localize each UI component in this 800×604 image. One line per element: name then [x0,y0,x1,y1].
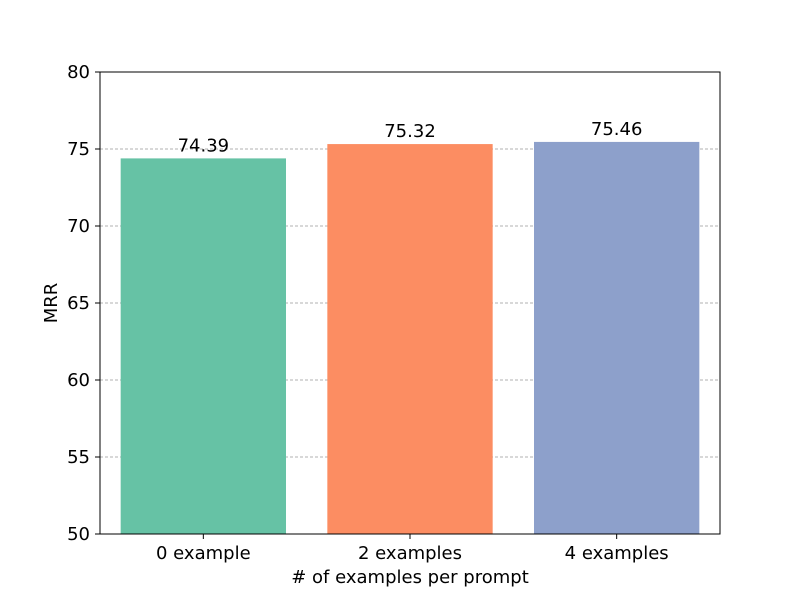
x-tick-label: 0 example [156,543,251,564]
bar-value-label: 75.32 [384,121,436,142]
bar-4-examples [534,141,700,534]
bar-value-label: 75.46 [591,119,643,140]
tick-layer: 50 55 60 65 70 75 80 0 example 2 examples 4 examp… [67,62,669,564]
y-axis-label: MRR [41,283,62,324]
x-tick-label: 4 examples [565,543,669,564]
y-tick-label: 75 [67,139,90,160]
y-tick-label: 55 [67,447,90,468]
bar-0-example [120,158,287,535]
y-tick-label: 60 [67,370,90,391]
x-axis-label: # of examples per prompt [291,567,529,588]
bar-value-label: 74.39 [178,135,230,156]
label-layer: 74.39 75.32 75.46 [178,119,643,156]
bar-2-examples [327,144,493,534]
y-tick-label: 70 [67,216,90,237]
bar-layer [120,141,700,535]
y-tick-label: 65 [67,293,90,314]
x-tick-label: 2 examples [358,543,462,564]
y-tick-label: 80 [67,62,90,83]
y-tick-label: 50 [67,524,90,545]
